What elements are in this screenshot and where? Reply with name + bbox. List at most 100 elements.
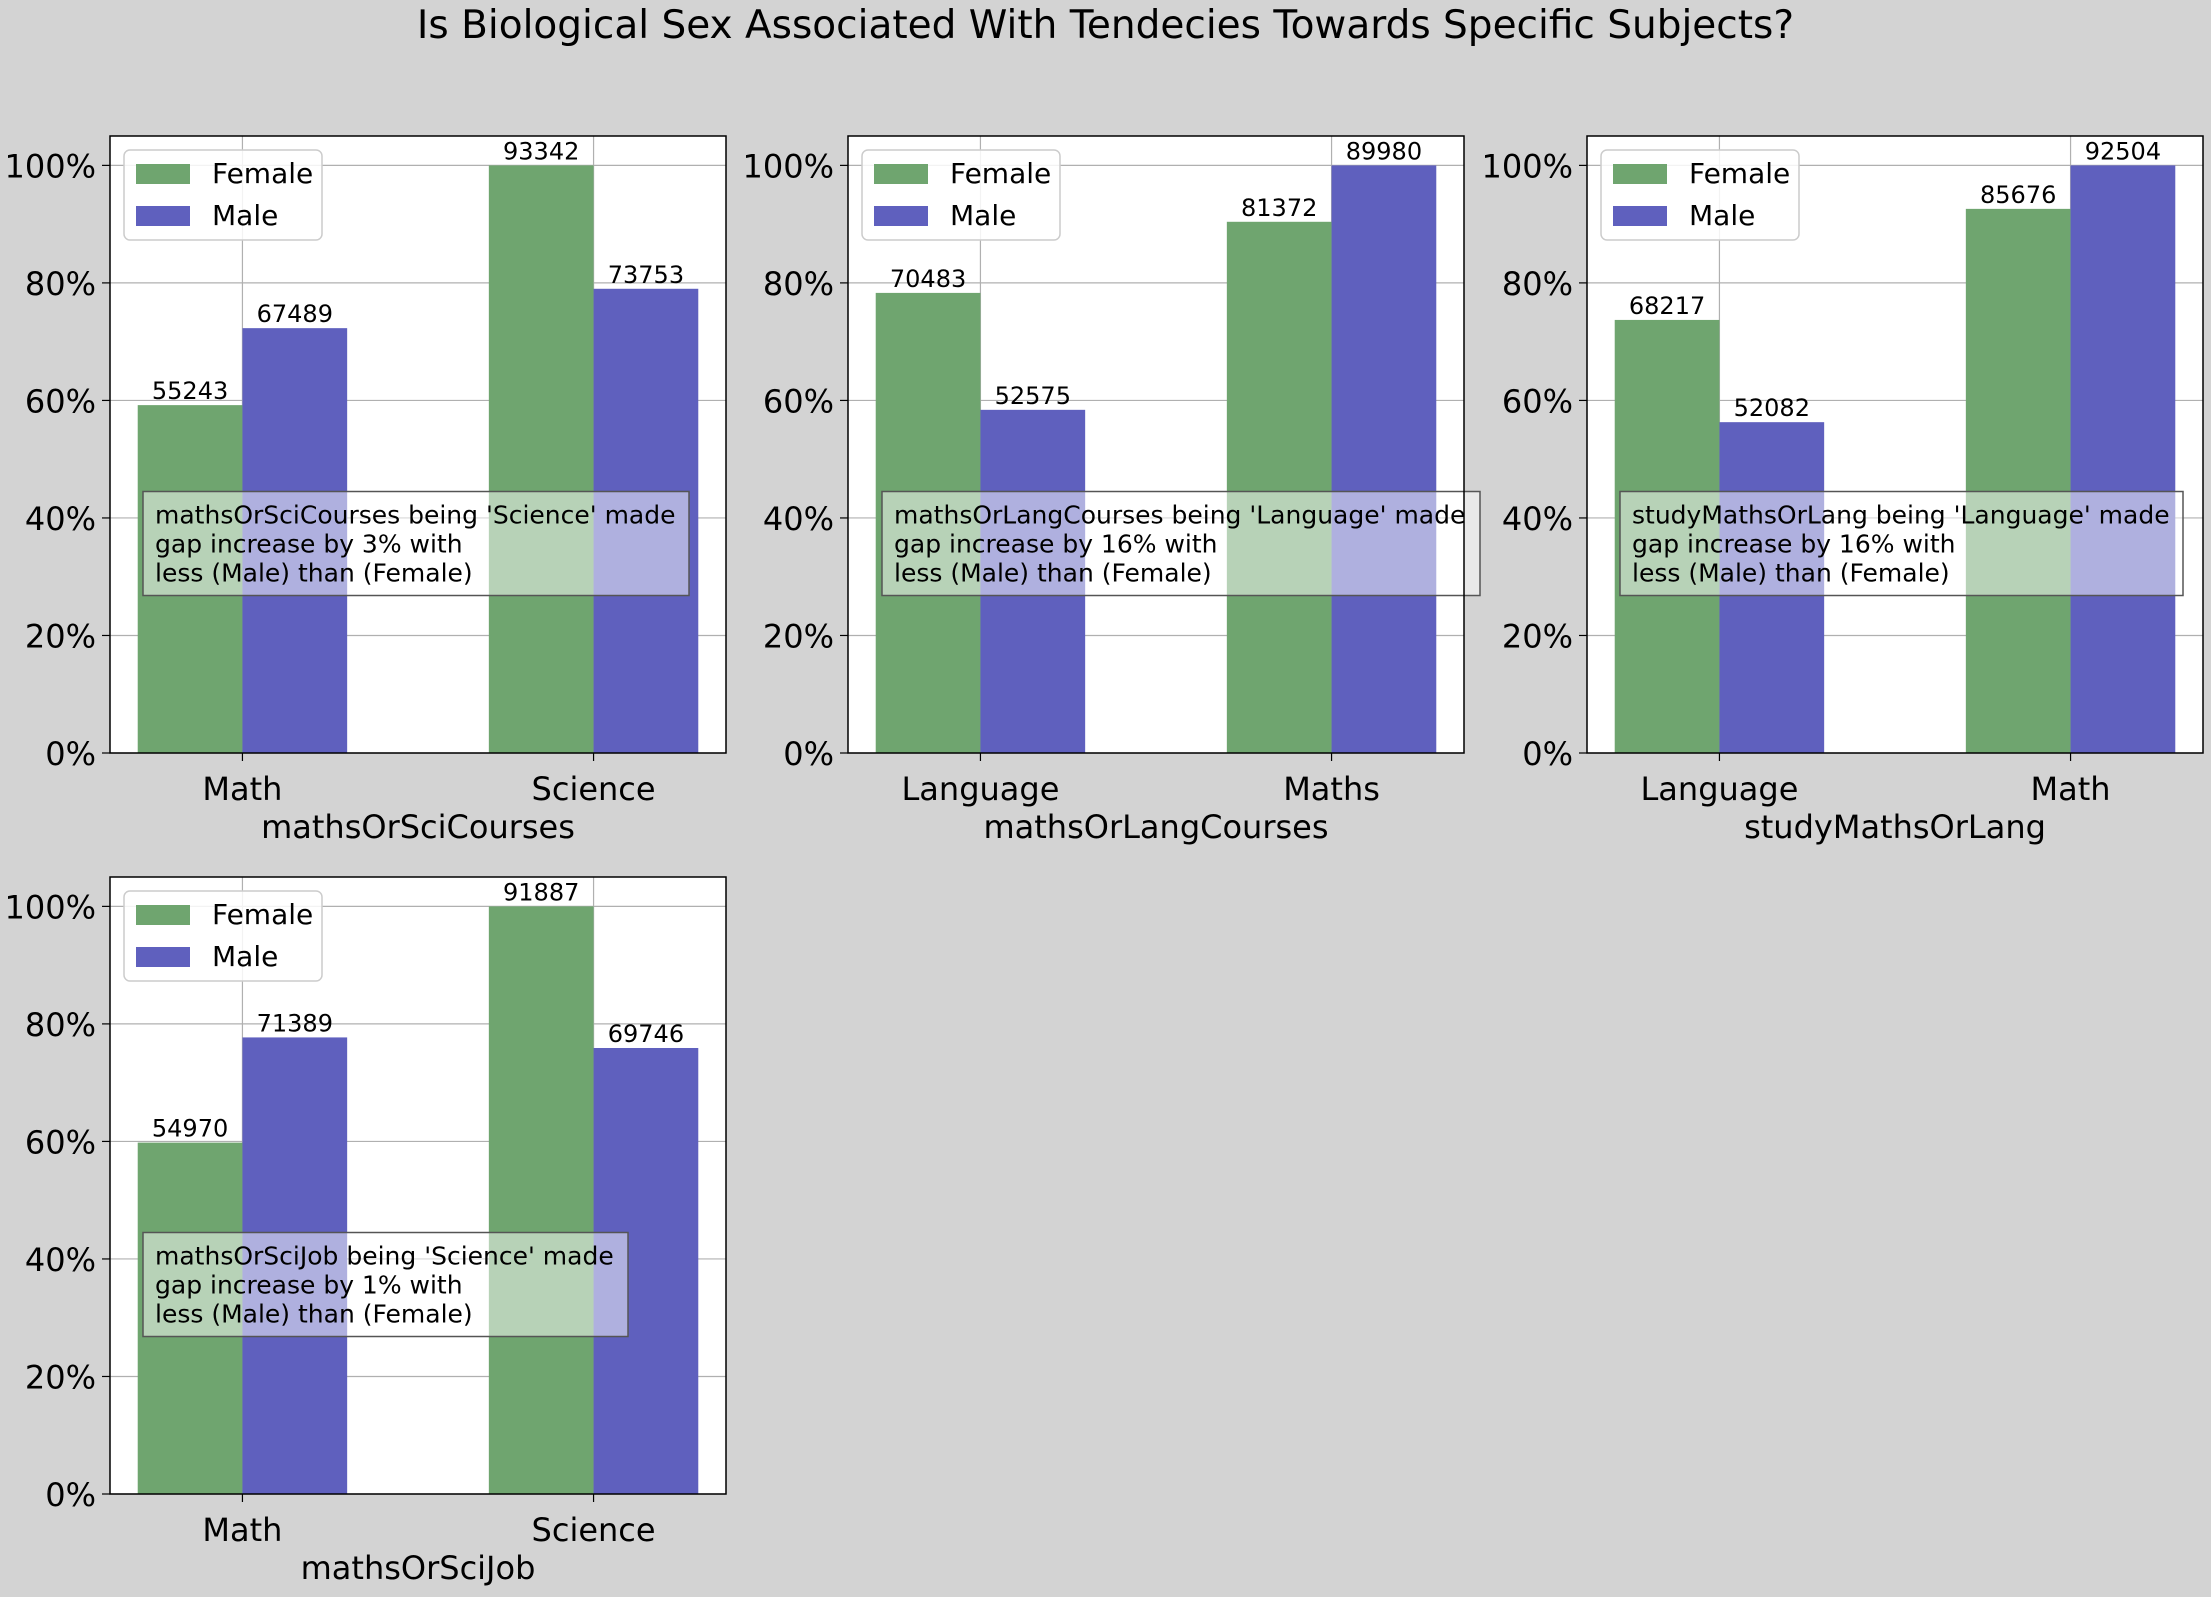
subplot-2: 0% 20% 40% 60% 80% 100% 70483 81372 52575 89980 ma… [743, 135, 1481, 846]
annotation-line: less (Male) than (Female) [1632, 559, 1950, 588]
y-tick-label: 60% [25, 382, 96, 420]
plot-frame [109, 135, 727, 754]
annotation-line: mathsOrSciJob being 'Science' made [155, 1242, 614, 1271]
y-tick-label: 20% [25, 1358, 96, 1396]
bar-value-label: 89980 [1346, 137, 1422, 165]
bar-female-math [1965, 208, 2071, 754]
y-tick-label: 100% [743, 147, 834, 185]
annotation-line: less (Male) than (Female) [894, 559, 1212, 588]
y-tick-label: 0% [783, 735, 834, 773]
annotation-line: mathsOrSciCourses being 'Science' made [155, 501, 676, 530]
annotation-line: less (Male) than (Female) [155, 1300, 473, 1329]
x-axis-label: mathsOrSciCourses [261, 808, 575, 846]
legend-label: Male [1689, 199, 1755, 232]
legend-swatch-male [874, 206, 928, 226]
annotation-line: gap increase by 1% with [155, 1271, 463, 1300]
bar-value-label: 91887 [503, 878, 579, 906]
legend-label: Male [950, 199, 1016, 232]
legend-swatch-female [1613, 164, 1667, 184]
y-tick-label: 80% [763, 265, 834, 303]
annotation-background [1619, 490, 2184, 597]
annotation-box: mathsOrSciCourses being 'Science' madega… [142, 490, 690, 597]
bar-female-science [488, 165, 594, 753]
legend: Female Male [123, 149, 323, 241]
annotation-box: studyMathsOrLang being 'Language' madega… [1619, 490, 2184, 597]
y-tick-label: 0% [1522, 735, 1573, 773]
y-tick-label: 80% [25, 265, 96, 303]
y-tick-label: 20% [763, 617, 834, 655]
legend-swatch-female [874, 164, 928, 184]
legend-label: Female [1689, 157, 1790, 190]
legend-swatch-female [136, 164, 190, 184]
legend: Female Male [1600, 149, 1800, 241]
y-tick-label: 60% [763, 382, 834, 420]
y-tick-label: 100% [5, 888, 96, 926]
bar-value-label: 71389 [257, 1009, 333, 1037]
bar-value-label: 73753 [608, 261, 684, 289]
annotation-background [142, 1231, 629, 1338]
plot-frame [1586, 135, 2204, 754]
x-axis-label: studyMathsOrLang [1744, 808, 2046, 846]
y-tick-label: 40% [763, 500, 834, 538]
x-tick-label: Science [532, 1511, 656, 1549]
plot-frame [847, 135, 1465, 754]
bar-female-maths [1226, 221, 1332, 754]
bar-value-label: 70483 [890, 265, 966, 293]
legend-swatch-male [1613, 206, 1667, 226]
bar-value-label: 67489 [257, 300, 333, 328]
plot-frame [109, 876, 727, 1495]
legend-label: Male [212, 940, 278, 973]
bar-value-label: 52082 [1734, 394, 1810, 422]
y-tick-label: 60% [25, 1123, 96, 1161]
y-tick-label: 40% [25, 1241, 96, 1279]
bar-male-math [2070, 165, 2176, 753]
annotation-line: gap increase by 16% with [894, 530, 1218, 559]
y-tick-label: 100% [1482, 147, 1573, 185]
y-tick-label: 100% [5, 147, 96, 185]
x-tick-label: Language [1640, 770, 1798, 808]
y-tick-label: 80% [1502, 265, 1573, 303]
bar-value-label: 68217 [1629, 292, 1705, 320]
bar-value-label: 85676 [1980, 181, 2056, 209]
annotation-background [142, 490, 690, 597]
y-tick-label: 60% [1502, 382, 1573, 420]
x-axis-label: mathsOrSciJob [301, 1549, 536, 1587]
legend-swatch-male [136, 947, 190, 967]
subplot-3: 0% 20% 40% 60% 80% 100% 68217 85676 52082 92504 st… [1482, 135, 2204, 846]
annotation-line: less (Male) than (Female) [155, 559, 473, 588]
x-tick-label: Maths [1283, 770, 1380, 808]
annotation-line: mathsOrLangCourses being 'Language' made [894, 501, 1465, 530]
y-tick-label: 40% [25, 500, 96, 538]
annotation-line: studyMathsOrLang being 'Language' made [1632, 501, 2170, 530]
legend-label: Female [212, 157, 313, 190]
y-tick-label: 20% [1502, 617, 1573, 655]
x-tick-label: Math [202, 1511, 282, 1549]
bar-male-maths [1331, 165, 1437, 753]
subplot-4: 0% 20% 40% 60% 80% 100% 54970 91887 71389 69746 ma… [5, 876, 727, 1587]
annotation-line: gap increase by 16% with [1632, 530, 1956, 559]
x-axis-label: mathsOrLangCourses [983, 808, 1328, 846]
bar-value-label: 54970 [152, 1115, 228, 1143]
legend-label: Female [212, 898, 313, 931]
y-tick-label: 0% [45, 735, 96, 773]
legend-swatch-female [136, 905, 190, 925]
subplot-1: 0% 20% 40% 60% 80% 100% 55243 93342 67489 73753 ma… [5, 135, 727, 846]
legend-label: Male [212, 199, 278, 232]
x-tick-label: Science [532, 770, 656, 808]
bar-value-label: 55243 [152, 377, 228, 405]
y-tick-label: 0% [45, 1476, 96, 1514]
x-tick-label: Math [202, 770, 282, 808]
x-tick-label: Language [901, 770, 1059, 808]
annotation-line: gap increase by 3% with [155, 530, 463, 559]
x-tick-label: Math [2031, 770, 2111, 808]
y-tick-label: 20% [25, 617, 96, 655]
legend: Female Male [861, 149, 1061, 241]
y-tick-label: 40% [1502, 500, 1573, 538]
bar-value-label: 92504 [2085, 137, 2161, 165]
bar-value-label: 81372 [1241, 194, 1317, 222]
legend: Female Male [123, 890, 323, 982]
y-tick-label: 80% [25, 1006, 96, 1044]
annotation-background [881, 490, 1481, 597]
